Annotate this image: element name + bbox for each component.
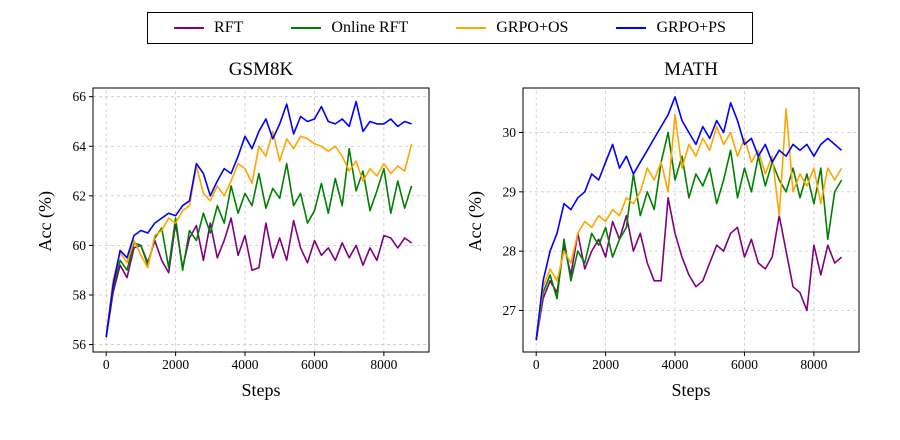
gsm8k-panel: GSM8K Acc (%) 0 2000 4000 6000 8000 56 58 60 62 6… xyxy=(33,54,437,408)
y-tick-label: 28 xyxy=(503,244,517,259)
legend-item-online-rft: Online RFT xyxy=(291,20,408,36)
legend-label-online-rft: Online RFT xyxy=(331,19,409,36)
gsm8k-chart-svg: 0 2000 4000 6000 8000 56 58 60 62 64 66 xyxy=(73,87,430,372)
gsm8k-chart-title: GSM8K xyxy=(228,59,294,81)
legend-item-grpo-ps: GRPO+PS xyxy=(616,20,726,36)
x-tick-label: 6000 xyxy=(731,357,758,372)
x-tick-label: 4000 xyxy=(232,357,259,372)
x-tick-label: 0 xyxy=(533,357,540,372)
grpo-ps-line-swatch-icon xyxy=(616,26,647,30)
series-line-grpo-ps xyxy=(535,96,843,341)
x-tick-label: 8000 xyxy=(800,357,827,372)
legend: RFT Online RFT GRPO+OS GRPO+PS xyxy=(147,12,753,44)
y-tick-label: 27 xyxy=(503,303,517,318)
math-chart-svg: 0 2000 4000 6000 8000 27 28 29 30 xyxy=(503,87,860,372)
grpo-os-line-swatch-icon xyxy=(456,26,487,30)
legend-label-grpo-os: GRPO+OS xyxy=(496,19,569,36)
x-tick-label: 2000 xyxy=(162,357,189,372)
series-line-grpo-os xyxy=(535,107,843,341)
gsm8k-y-axis-label: Acc (%) xyxy=(34,190,55,252)
math-x-axis-label: Steps xyxy=(671,380,711,400)
x-tick-label: 6000 xyxy=(301,357,328,372)
math-chart-title: MATH xyxy=(664,59,718,81)
y-tick-label: 60 xyxy=(73,238,87,253)
legend-item-grpo-os: GRPO+OS xyxy=(456,20,568,36)
gsm8k-x-axis-label: Steps xyxy=(241,380,281,400)
series-line-rft xyxy=(105,217,413,338)
series-line-grpo-os xyxy=(105,130,413,338)
rft-line-swatch-icon xyxy=(174,26,205,30)
math-y-axis-label: Acc (%) xyxy=(464,190,485,252)
y-tick-label: 30 xyxy=(503,125,517,140)
y-tick-label: 62 xyxy=(73,188,87,203)
legend-item-rft: RFT xyxy=(174,20,243,36)
y-tick-label: 64 xyxy=(73,139,87,154)
series-line-rft xyxy=(535,197,843,341)
plot-border xyxy=(92,87,430,353)
x-tick-label: 4000 xyxy=(662,357,689,372)
charts-row: GSM8K Acc (%) 0 2000 4000 6000 8000 56 58 60 62 6… xyxy=(0,54,900,408)
legend-label-rft: RFT xyxy=(214,19,244,36)
y-tick-label: 66 xyxy=(73,89,87,104)
series-line-grpo-ps xyxy=(105,100,412,338)
x-tick-label: 0 xyxy=(103,357,110,372)
legend-label-grpo-ps: GRPO+PS xyxy=(656,19,726,36)
series-line-online-rft xyxy=(535,131,843,341)
y-tick-label: 56 xyxy=(73,337,87,352)
plot-border xyxy=(522,87,860,353)
y-tick-label: 29 xyxy=(503,184,517,199)
x-tick-label: 2000 xyxy=(592,357,619,372)
x-tick-label: 8000 xyxy=(370,357,397,372)
math-panel: MATH Acc (%) 0 2000 4000 6000 8000 27 28 29 30 S… xyxy=(463,54,867,408)
y-tick-label: 58 xyxy=(73,287,87,302)
online-rft-line-swatch-icon xyxy=(291,26,322,30)
